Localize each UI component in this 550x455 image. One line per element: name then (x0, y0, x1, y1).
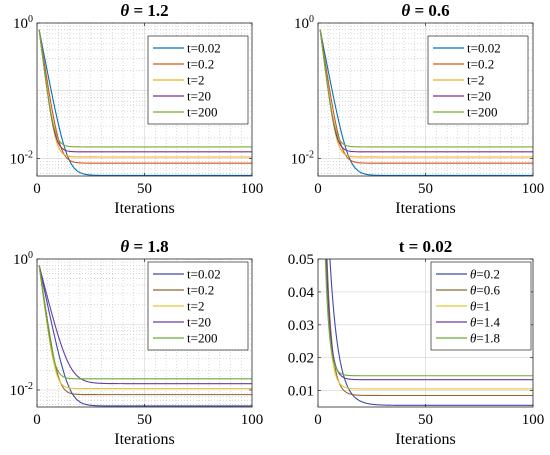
x-tick-label: 50 (137, 181, 152, 197)
legend-label: t=0.02 (467, 41, 501, 56)
x-tick-label: 0 (33, 412, 41, 428)
y-tick-label: 10-2 (291, 149, 314, 167)
y-tick-label: 10-2 (10, 381, 33, 399)
legend-label: t=200 (467, 105, 497, 120)
series-line (38, 29, 252, 164)
x-tick-label: 100 (241, 181, 264, 197)
series-line (329, 259, 533, 406)
series-group (319, 29, 533, 176)
legend-label: t=20 (187, 89, 211, 104)
series-group (38, 265, 252, 407)
x-tick-label: 100 (522, 181, 545, 197)
legend-label: θ=1.8 (470, 331, 500, 346)
y-tick-label: 0.01 (288, 384, 314, 400)
y-tick-label: 0.02 (288, 351, 314, 367)
x-tick-label: 50 (418, 181, 433, 197)
series-line (324, 259, 533, 377)
legend-label: t=0.02 (187, 267, 221, 282)
series-line (319, 29, 533, 164)
chart-title: θ = 1.2 (120, 1, 168, 20)
legend: θ=0.2θ=0.6θ=1θ=1.4θ=1.8 (430, 261, 532, 351)
legend-label: θ=1.4 (470, 315, 500, 330)
y-tick-label: 100 (294, 14, 314, 32)
ticks (317, 22, 534, 176)
series-line (38, 29, 252, 148)
ticks (36, 258, 253, 407)
chart-panel-4: 0 50 100 0.01 0.02 0.03 0.04 0.05 t = 0.02 Iterat… (288, 237, 545, 448)
legend-label: t=200 (187, 105, 217, 120)
series-line (325, 259, 533, 390)
series-group (324, 259, 533, 406)
y-tick-label: 0.05 (288, 252, 314, 268)
series-line (319, 29, 533, 176)
legend-label: t=200 (187, 331, 217, 346)
legend: t=0.02t=0.2t=2t=20t=200 (147, 261, 249, 351)
legend-label: t=2 (187, 299, 204, 314)
series-line (319, 29, 533, 153)
series-line (319, 29, 533, 158)
chart-title: θ = 1.8 (120, 237, 168, 256)
x-axis-label: Iterations (395, 431, 455, 448)
series-line (319, 29, 533, 148)
x-tick-label: 50 (137, 412, 152, 428)
ticks (36, 22, 253, 176)
chart-title: θ = 0.6 (401, 1, 449, 20)
legend-label: t=20 (187, 315, 211, 330)
chart-panel-3: 0 50 100 100 10-2 θ = 1.8 Iterations t=0.02t=0.… (10, 237, 264, 448)
x-tick-label: 100 (241, 412, 264, 428)
series-group (38, 29, 252, 176)
legend: t=0.02t=0.2t=2t=20t=200 (427, 35, 529, 125)
chart-title: t = 0.02 (399, 237, 453, 256)
legend-label: t=2 (187, 73, 204, 88)
series-line (38, 265, 252, 396)
series-line (38, 265, 252, 390)
legend-label: t=20 (467, 89, 491, 104)
x-tick-label: 100 (522, 412, 545, 428)
y-tick-label: 0.03 (288, 318, 314, 334)
legend: t=0.02t=0.2t=2t=20t=200 (147, 35, 249, 125)
x-tick-label: 50 (418, 412, 433, 428)
y-tick-label: 100 (13, 250, 33, 268)
chart-panel-2: 0 50 100 100 10-2 θ = 0.6 Iterations t=0.02t=0.… (291, 1, 545, 217)
x-tick-label: 0 (314, 412, 322, 428)
series-line (38, 29, 252, 153)
y-tick-label: 100 (13, 14, 33, 32)
y-tick-label: 10-2 (10, 149, 33, 167)
y-tick-label: 0.04 (288, 285, 315, 301)
series-line (325, 259, 533, 381)
x-tick-label: 0 (33, 181, 41, 197)
x-tick-label: 0 (314, 181, 322, 197)
x-axis-label: Iterations (114, 431, 174, 448)
legend-label: θ=0.2 (470, 267, 500, 282)
series-line (38, 265, 252, 407)
x-axis-label: Iterations (114, 200, 174, 217)
x-axis-label: Iterations (395, 200, 455, 217)
series-line (326, 259, 533, 397)
series-line (38, 265, 252, 380)
series-line (38, 29, 252, 158)
ticks (317, 258, 534, 407)
chart-panel-1: 0 50 100 100 10-2 θ = 1.2 Iterations t=0.02t=0.… (10, 1, 264, 217)
legend-label: θ=0.6 (470, 283, 500, 298)
legend-label: t=0.2 (467, 57, 494, 72)
legend-label: t=0.2 (187, 57, 214, 72)
legend-label: t=0.2 (187, 283, 214, 298)
legend-label: θ=1 (470, 299, 490, 314)
series-line (38, 29, 252, 176)
legend-label: t=2 (467, 73, 484, 88)
legend-label: t=0.02 (187, 41, 221, 56)
series-line (38, 265, 252, 385)
